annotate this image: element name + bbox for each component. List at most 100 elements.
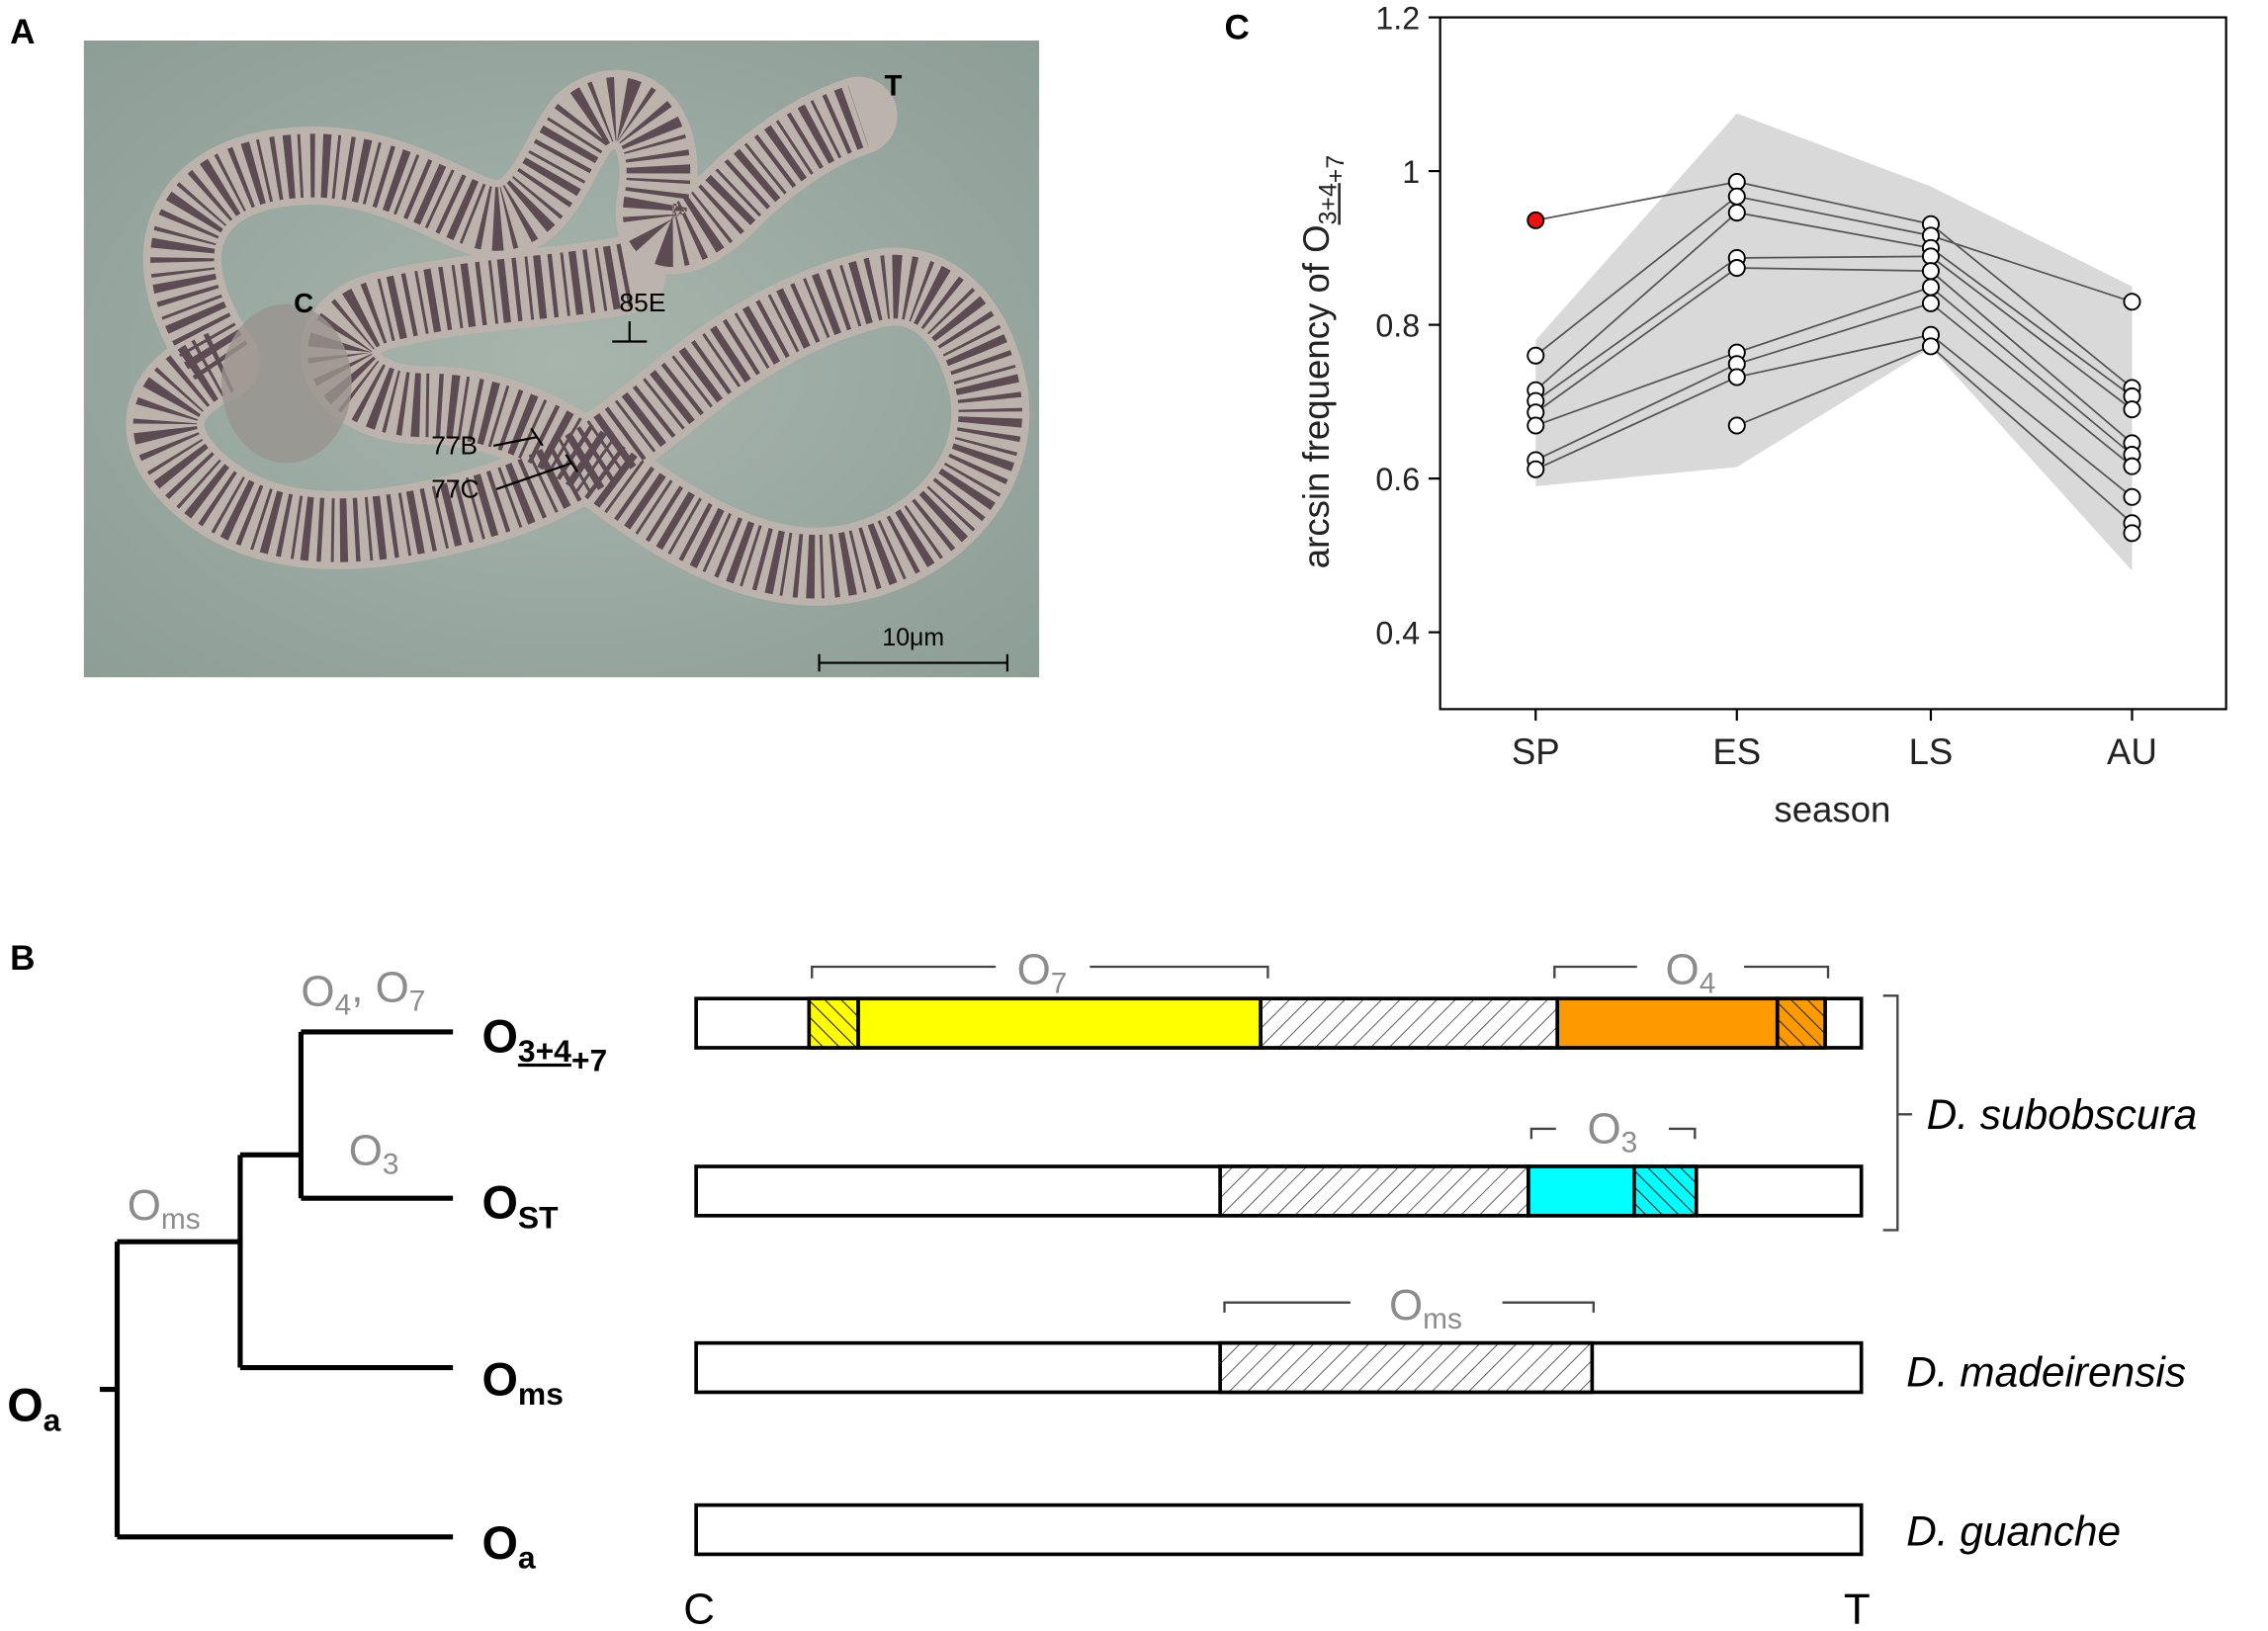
point	[1527, 211, 1545, 229]
point	[1727, 368, 1746, 386]
micrograph-label: 77C	[431, 474, 479, 504]
panel-label: B	[10, 939, 35, 978]
label-part: +7	[1322, 155, 1350, 183]
label-part: O	[481, 1177, 517, 1229]
label-part: 7	[1051, 968, 1068, 1000]
leaf-label: Oa	[481, 1517, 535, 1576]
micrograph: T C 85E 77B 77C 10μm	[83, 40, 1040, 678]
inversion-label: O7	[1017, 946, 1068, 1000]
point	[1727, 172, 1746, 191]
point	[1727, 416, 1746, 435]
branch-label: O4, O7	[301, 963, 425, 1021]
label-part: O	[1666, 946, 1700, 994]
point	[1727, 259, 1746, 278]
label-part: 3+4	[1314, 183, 1342, 224]
label-part: a	[518, 1539, 536, 1575]
scale-bar-label: 10μm	[882, 624, 944, 651]
x-axis-label: season	[1774, 790, 1890, 830]
y-tick-label: 0.6	[1375, 462, 1420, 497]
label-part: 4	[335, 988, 352, 1021]
label-part: 3+4	[518, 1033, 571, 1069]
y-axis-label: arcsin frequency of O3+4+7	[1296, 155, 1350, 568]
label-part: 7	[409, 985, 426, 1017]
label-part: O	[1017, 946, 1051, 994]
y-tick-label: 0.4	[1375, 615, 1420, 650]
label-part: O	[481, 1353, 517, 1405]
x-tick-label: AU	[2107, 731, 2157, 772]
inversion-label: O4	[1666, 946, 1716, 1000]
x-tick-label: ES	[1712, 731, 1761, 772]
label-part: O	[7, 1380, 43, 1431]
point	[1921, 278, 1940, 297]
label-part: O	[128, 1181, 161, 1230]
panel-label: A	[10, 13, 35, 51]
inversion-label: O3	[1587, 1105, 1637, 1159]
point	[1921, 337, 1940, 356]
label-part: O	[349, 1127, 383, 1175]
label-part: 4	[1700, 968, 1716, 1000]
y-tick-label: 1	[1402, 154, 1420, 190]
label-part: O	[301, 968, 334, 1016]
tree: Oa O4, O7 O3 Oms O3+4+7 OST Oms Oa	[7, 963, 607, 1575]
series-line	[1534, 286, 2134, 456]
series-line	[1534, 301, 2134, 468]
y-tick-label: 1.2	[1375, 0, 1420, 36]
confidence-band	[1535, 113, 2133, 571]
root-label: Oa	[7, 1380, 60, 1438]
point	[1527, 416, 1545, 435]
point	[1727, 204, 1746, 222]
label-part: , O	[351, 963, 409, 1011]
micrograph-label: 77B	[431, 431, 478, 461]
point	[1921, 247, 1940, 266]
point	[1921, 294, 1940, 312]
label-part: ms	[1423, 1303, 1462, 1335]
label-part: a	[44, 1402, 61, 1437]
inversion-label: Oms	[1389, 1281, 1462, 1335]
point	[2123, 400, 2141, 419]
leaf-label: OST	[481, 1177, 559, 1236]
series-line	[1534, 333, 2134, 498]
point	[2123, 487, 2141, 506]
species-label: D. madeirensis	[1906, 1349, 2186, 1396]
chromosome-maps: O7 O4 O3 Oms D. subobscura D. madeirensi…	[683, 946, 2197, 1631]
plot-frame	[1439, 16, 2227, 711]
panel-label: C	[1225, 9, 1250, 47]
label-part: +7	[571, 1042, 607, 1077]
micrograph-label: T	[884, 70, 902, 103]
label-part: O	[1389, 1281, 1423, 1330]
point	[2123, 293, 2141, 311]
series-line	[1534, 195, 2133, 357]
series-line	[1534, 212, 2133, 397]
label-part: 3	[1621, 1127, 1638, 1159]
end-label: T	[1844, 1586, 1871, 1631]
branch-label: Oms	[128, 1181, 201, 1236]
series-line	[1534, 255, 2134, 410]
micrograph-label: 85E	[620, 288, 666, 317]
leaf-label: Oms	[481, 1353, 563, 1412]
label-part: 3	[383, 1149, 399, 1181]
label-part: ms	[161, 1203, 201, 1236]
y-tick-label: 0.8	[1375, 307, 1420, 343]
x-tick-label: LS	[1909, 731, 1954, 772]
point	[1921, 262, 1940, 281]
label-part: O	[481, 1010, 517, 1062]
series-line	[1534, 267, 2134, 445]
point	[1727, 187, 1746, 206]
label-part: O	[1587, 1105, 1620, 1154]
point	[2123, 524, 2141, 543]
leaf-label: O3+4+7	[481, 1010, 607, 1077]
point	[1527, 346, 1545, 365]
label-part: arcsin frequency of O	[1296, 224, 1337, 568]
end-label: C	[683, 1586, 715, 1631]
point	[2123, 457, 2141, 475]
series-line	[1535, 181, 2134, 389]
label-part: ms	[518, 1376, 564, 1412]
point	[1527, 460, 1545, 478]
x-tick-label: SP	[1512, 731, 1560, 772]
species-label: D. subobscura	[1927, 1091, 2198, 1138]
label-part: O	[481, 1517, 517, 1569]
branch-label: O3	[349, 1127, 399, 1181]
label-part: ST	[518, 1199, 559, 1235]
species-label: D. guanche	[1906, 1508, 2121, 1555]
